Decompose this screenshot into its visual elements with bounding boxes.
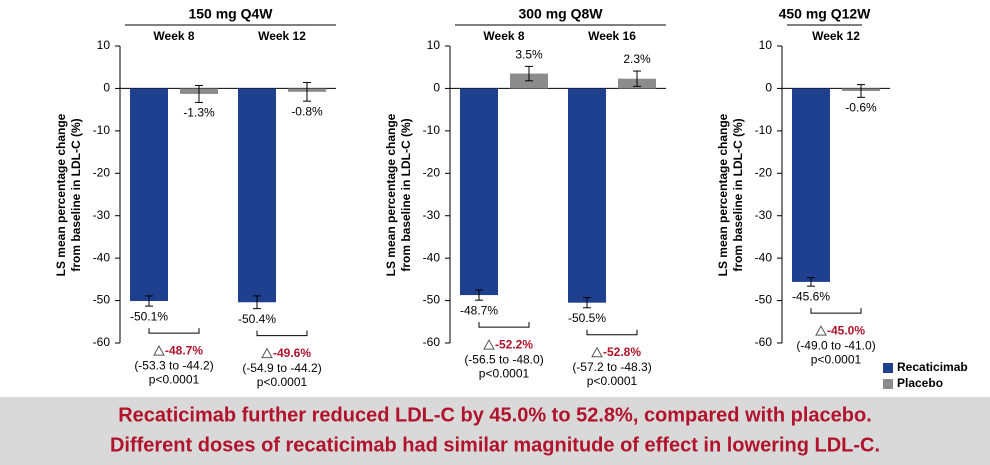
y-axis-label: from baseline in LDL-C (%) xyxy=(69,118,83,271)
value-label: 2.3% xyxy=(623,52,651,66)
error-bar xyxy=(807,277,815,287)
legend-swatch xyxy=(883,379,893,389)
y-tick-label: 0 xyxy=(765,81,772,95)
delta-symbol xyxy=(815,325,827,336)
y-tick-label: -20 xyxy=(93,165,111,179)
y-tick-label: -40 xyxy=(423,250,441,264)
y-tick-label: 10 xyxy=(759,38,773,52)
footer-band xyxy=(0,397,990,465)
delta-label: -52.2% xyxy=(495,337,533,351)
y-tick-label: 10 xyxy=(97,38,111,52)
y-axis-label: LS mean percentage change xyxy=(384,113,398,276)
delta-symbol xyxy=(153,345,165,356)
panel-title: 450 mg Q12W xyxy=(779,6,872,22)
y-tick-label: -60 xyxy=(755,335,773,349)
y-tick-label: -40 xyxy=(93,250,111,264)
y-tick-label: -30 xyxy=(423,208,441,222)
legend-swatch xyxy=(883,363,893,373)
y-tick-label: -20 xyxy=(423,165,441,179)
value-label: -50.4% xyxy=(238,312,276,326)
delta-symbol xyxy=(483,339,495,350)
p-label: p<0.0001 xyxy=(479,366,530,380)
delta-label: -49.6% xyxy=(273,346,311,360)
bar xyxy=(792,88,830,282)
value-label: -50.1% xyxy=(130,309,168,323)
error-bar xyxy=(475,289,483,301)
footer-text: Recaticimab further reduced LDL-C by 45.… xyxy=(118,404,872,426)
panel-title: 300 mg Q8W xyxy=(518,6,603,22)
bar xyxy=(238,88,276,303)
y-tick-label: 10 xyxy=(427,38,441,52)
ci-label: (-57.2 to -48.3) xyxy=(572,360,651,374)
bar xyxy=(460,88,498,296)
y-tick-label: -10 xyxy=(93,123,111,137)
ci-label: (-49.0 to -41.0) xyxy=(796,338,875,352)
y-tick-label: 0 xyxy=(103,81,110,95)
comparison-bracket xyxy=(478,322,530,328)
delta-label: -45.0% xyxy=(827,323,865,337)
legend-label: Recaticimab xyxy=(897,360,968,374)
comparison-bracket xyxy=(586,329,638,336)
bar xyxy=(568,88,606,303)
error-bar xyxy=(253,295,261,310)
p-label: p<0.0001 xyxy=(587,374,638,388)
error-bar xyxy=(303,81,311,102)
p-label: p<0.0001 xyxy=(257,375,308,389)
error-bar xyxy=(525,65,533,82)
ci-label: (-53.3 to -44.2) xyxy=(134,358,213,372)
y-tick-label: -10 xyxy=(755,123,773,137)
y-axis-label: LS mean percentage change xyxy=(716,113,730,276)
ci-label: (-56.5 to -48.0) xyxy=(464,352,543,366)
error-bar xyxy=(195,84,203,103)
comparison-bracket xyxy=(148,328,200,334)
error-bar xyxy=(857,84,865,98)
legend-label: Placebo xyxy=(897,376,943,390)
y-tick-label: -30 xyxy=(93,208,111,222)
footer-text: Different doses of recaticimab had simil… xyxy=(110,434,880,456)
category-label: Week 12 xyxy=(812,29,860,43)
delta-symbol xyxy=(261,347,273,359)
category-label: Week 8 xyxy=(483,29,524,43)
delta-symbol xyxy=(591,346,603,358)
y-axis-label: from baseline in LDL-C (%) xyxy=(399,118,413,271)
y-tick-label: -60 xyxy=(93,335,111,349)
panel-title: 150 mg Q4W xyxy=(188,6,273,22)
y-tick-label: -20 xyxy=(755,165,773,179)
y-axis-label: LS mean percentage change xyxy=(54,113,68,276)
category-label: Week 12 xyxy=(258,29,306,43)
y-tick-label: -30 xyxy=(755,208,773,222)
category-label: Week 8 xyxy=(153,29,194,43)
value-label: -1.3% xyxy=(183,106,215,120)
value-label: -0.8% xyxy=(291,104,323,118)
y-tick-label: 0 xyxy=(433,81,440,95)
value-label: -0.6% xyxy=(845,101,877,115)
value-label: -45.6% xyxy=(792,289,830,303)
delta-label: -52.8% xyxy=(603,345,641,359)
y-tick-label: -50 xyxy=(755,293,773,307)
y-tick-label: -10 xyxy=(423,123,441,137)
value-label: 3.5% xyxy=(515,48,543,62)
error-bar xyxy=(583,297,591,309)
y-tick-label: -40 xyxy=(755,250,773,264)
y-axis-label: from baseline in LDL-C (%) xyxy=(731,118,745,271)
category-label: Week 16 xyxy=(588,29,636,43)
error-bar xyxy=(145,295,153,307)
bar xyxy=(130,88,168,301)
y-tick-label: -60 xyxy=(423,335,441,349)
value-label: -50.5% xyxy=(568,311,606,325)
p-label: p<0.0001 xyxy=(149,372,200,386)
delta-label: -48.7% xyxy=(165,343,203,357)
y-tick-label: -50 xyxy=(93,293,111,307)
p-label: p<0.0001 xyxy=(811,352,862,366)
ci-label: (-54.9 to -44.2) xyxy=(242,361,321,375)
comparison-bracket xyxy=(810,308,862,314)
value-label: -48.7% xyxy=(460,303,498,317)
y-tick-label: -50 xyxy=(423,293,441,307)
comparison-bracket xyxy=(256,330,308,337)
error-bar xyxy=(633,70,641,87)
